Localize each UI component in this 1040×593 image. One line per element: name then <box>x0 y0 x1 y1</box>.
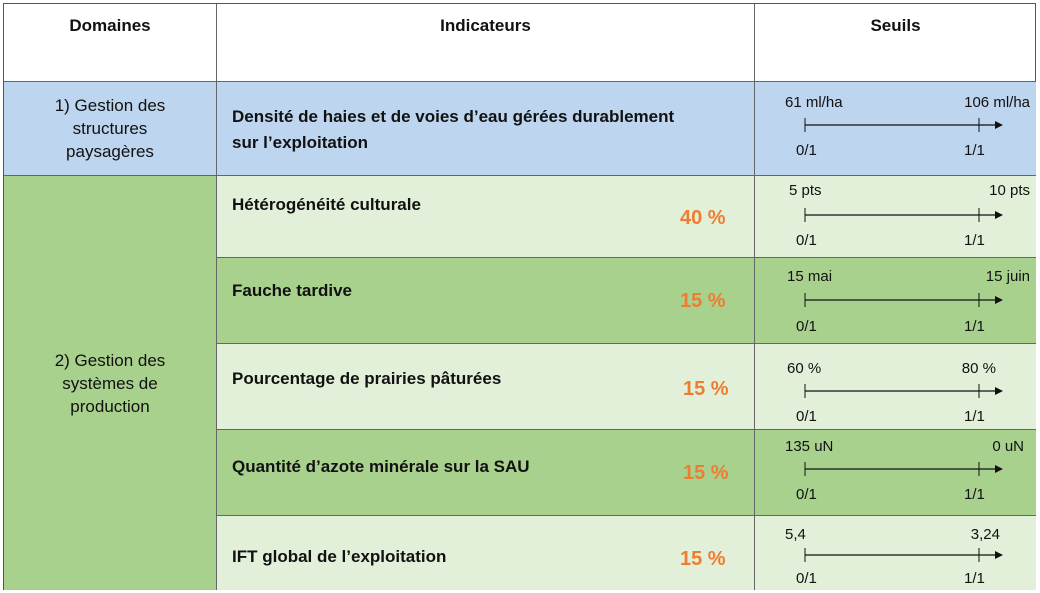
indicator-weight: 15 % <box>680 290 726 312</box>
threshold-score-right: 1/1 <box>964 318 985 335</box>
threshold-score-left: 0/1 <box>796 232 817 249</box>
threshold-arrow-icon <box>804 118 1003 132</box>
threshold-arrow-icon <box>804 208 1003 222</box>
threshold-scale: 60 % 80 % 0/1 1/1 <box>755 344 1036 430</box>
indicator-label: Fauche tardive <box>232 281 352 300</box>
domain-2-label: 2) Gestion des systèmes de production <box>54 350 166 416</box>
threshold-score-right: 1/1 <box>964 142 985 159</box>
threshold-arrow-icon <box>804 384 1003 398</box>
indicator-cell-1: Hétérogénéité culturale 40 % <box>217 176 755 258</box>
threshold-right-value: 15 juin <box>985 268 1030 285</box>
indicator-label: Densité de haies et de voies d’eau gérée… <box>232 107 675 152</box>
threshold-left-value: 61 ml/ha <box>785 94 843 111</box>
indicator-cell-3: Pourcentage de prairies pâturées 15 % <box>217 344 755 430</box>
domain-1-cell: 1) Gestion des structures paysagères <box>4 82 217 176</box>
threshold-score-left: 0/1 <box>796 318 817 335</box>
threshold-scale: 61 ml/ha 106 ml/ha 0/1 1/1 <box>755 82 1036 176</box>
threshold-left-value: 5,4 <box>785 526 806 543</box>
indicator-cell-0: Densité de haies et de voies d’eau gérée… <box>217 82 755 176</box>
indicator-label: Hétérogénéité culturale <box>232 195 421 214</box>
header-domaines: Domaines <box>4 4 217 82</box>
threshold-cell-2: 15 mai 15 juin 0/1 1/1 <box>755 258 1036 344</box>
threshold-cell-4: 135 uN 0 uN 0/1 1/1 <box>755 430 1036 516</box>
domain-1-label: 1) Gestion des structures paysagères <box>54 96 166 161</box>
threshold-scale: 135 uN 0 uN 0/1 1/1 <box>755 430 1036 516</box>
indicator-weight: 15 % <box>683 378 729 400</box>
threshold-score-right: 1/1 <box>964 570 985 587</box>
threshold-score-left: 0/1 <box>796 142 817 159</box>
indicators-table: Domaines Indicateurs Seuils 1) Gestion d… <box>3 3 1036 590</box>
threshold-right-value: 106 ml/ha <box>964 94 1030 111</box>
threshold-right-value: 10 pts <box>989 182 1030 199</box>
threshold-cell-5: 5,4 3,24 0/1 1/1 <box>755 516 1036 590</box>
domain-2-cell: 2) Gestion des systèmes de production <box>4 176 217 590</box>
threshold-score-left: 0/1 <box>796 408 817 425</box>
threshold-cell-0: 61 ml/ha 106 ml/ha 0/1 1/1 <box>755 82 1036 176</box>
threshold-arrow-icon <box>804 462 1003 476</box>
threshold-scale: 5,4 3,24 0/1 1/1 <box>755 516 1036 590</box>
threshold-right-value: 0 uN <box>992 438 1024 455</box>
threshold-arrow-icon <box>804 293 1003 307</box>
indicator-cell-5: IFT global de l’exploitation 15 % <box>217 516 755 590</box>
threshold-right-value: 3,24 <box>970 526 1000 543</box>
indicator-label: Quantité d’azote minérale sur la SAU <box>232 457 530 476</box>
threshold-scale: 5 pts 10 pts 0/1 1/1 <box>755 176 1036 258</box>
indicator-weight: 40 % <box>680 207 726 229</box>
indicator-weight: 15 % <box>680 548 726 570</box>
threshold-cell-3: 60 % 80 % 0/1 1/1 <box>755 344 1036 430</box>
header-seuils: Seuils <box>755 4 1036 82</box>
threshold-left-value: 15 mai <box>787 268 833 285</box>
header-indicateurs: Indicateurs <box>217 4 755 82</box>
indicator-cell-4: Quantité d’azote minérale sur la SAU 15 … <box>217 430 755 516</box>
threshold-right-value: 80 % <box>961 360 996 377</box>
indicator-label: IFT global de l’exploitation <box>232 547 447 566</box>
indicator-cell-2: Fauche tardive 15 % <box>217 258 755 344</box>
threshold-cell-1: 5 pts 10 pts 0/1 1/1 <box>755 176 1036 258</box>
threshold-score-right: 1/1 <box>964 486 985 503</box>
threshold-score-right: 1/1 <box>964 408 985 425</box>
threshold-score-left: 0/1 <box>796 486 817 503</box>
threshold-left-value: 135 uN <box>785 438 834 455</box>
threshold-score-left: 0/1 <box>796 570 817 587</box>
threshold-score-right: 1/1 <box>964 232 985 249</box>
threshold-scale: 15 mai 15 juin 0/1 1/1 <box>755 258 1036 344</box>
threshold-arrow-icon <box>804 548 1003 562</box>
indicator-weight: 15 % <box>683 462 729 484</box>
indicator-label: Pourcentage de prairies pâturées <box>232 369 502 388</box>
threshold-left-value: 60 % <box>787 360 822 377</box>
threshold-left-value: 5 pts <box>789 182 822 199</box>
